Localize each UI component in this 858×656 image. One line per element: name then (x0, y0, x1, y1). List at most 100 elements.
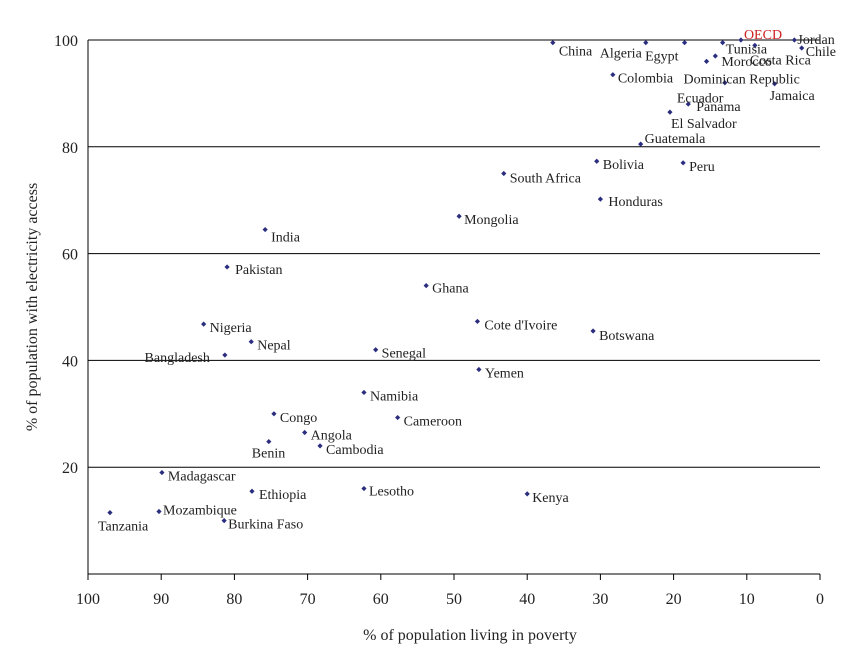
point-label: Lesotho (369, 485, 414, 500)
point-label: OECD (744, 28, 782, 43)
y-tick-label: 100 (54, 33, 78, 50)
data-point (791, 37, 797, 43)
point-label: Tunisia (726, 43, 768, 58)
point-label: Nigeria (210, 321, 253, 336)
point-label: Colombia (618, 72, 674, 87)
data-point (224, 264, 230, 270)
data-point (712, 53, 718, 59)
point-label: Congo (280, 411, 317, 426)
y-tick-label: 60 (62, 247, 78, 264)
x-tick-label: 10 (739, 591, 755, 608)
data-point (201, 321, 207, 327)
data-point (597, 196, 603, 202)
x-tick-label: 40 (519, 591, 535, 608)
x-tick-label: 50 (446, 591, 462, 608)
data-point (524, 491, 530, 497)
x-tick-label: 0 (816, 591, 824, 608)
point-label: Cote d'Ivoire (484, 318, 557, 333)
point-label: India (271, 231, 301, 246)
point-label: Ethiopia (259, 488, 307, 503)
point-label: Senegal (382, 347, 426, 362)
data-point (221, 518, 227, 524)
data-point (550, 40, 556, 46)
data-point (266, 438, 272, 445)
x-tick-label: 80 (226, 591, 242, 608)
data-point (772, 81, 778, 87)
data-point (361, 389, 367, 396)
data-point (317, 443, 323, 449)
data-point (685, 101, 691, 107)
data-point (456, 213, 462, 219)
x-tick-labels: 100 90 80 70 60 50 40 30 20 10 0 (76, 591, 824, 608)
x-tick-label: 20 (666, 591, 682, 608)
point-label: Namibia (370, 389, 419, 404)
data-point (667, 109, 673, 115)
data-point (681, 40, 688, 46)
point-label: Chile (806, 45, 836, 60)
x-axis-label: % of population living in poverty (363, 627, 577, 644)
point-label: Guatemala (645, 132, 706, 147)
point-label: Ecuador (677, 92, 724, 107)
point-label: Jamaica (770, 89, 816, 104)
point-label: Botswana (599, 329, 655, 344)
y-tick-label: 20 (62, 460, 78, 477)
data-point (373, 347, 379, 353)
data-point (501, 170, 507, 177)
x-tick-label: 100 (76, 591, 100, 608)
data-point (395, 414, 401, 421)
point-label: Pakistan (235, 263, 282, 278)
point-label: Cameroon (404, 415, 462, 430)
data-point (722, 80, 728, 86)
data-point (638, 141, 644, 147)
data-point (720, 40, 726, 46)
point-label: Cambodia (326, 443, 384, 458)
point-label: Morocco (721, 55, 772, 70)
point-label: South Africa (510, 172, 582, 187)
data-point (752, 42, 758, 48)
x-tick-label: 70 (300, 591, 316, 608)
data-point (680, 160, 686, 166)
point-label: Bangladesh (145, 351, 210, 366)
x-tick-label: 60 (373, 591, 389, 608)
point-label: Egypt (645, 50, 679, 65)
data-point (271, 411, 277, 417)
y-tick-labels: 20 40 60 80 100 (54, 33, 78, 477)
data-point (302, 429, 308, 436)
point-label: Madagascar (168, 470, 236, 485)
x-tick-label: 90 (153, 591, 169, 608)
data-point (156, 508, 162, 515)
data-point (738, 37, 744, 43)
y-axis-label: % of population with electricity access (24, 183, 41, 431)
point-label: Peru (689, 160, 715, 175)
data-point (248, 339, 254, 345)
y-tick-label: 40 (62, 353, 78, 370)
data-point (107, 509, 113, 516)
grid-lines (88, 39, 820, 468)
point-label: Angola (311, 428, 353, 443)
point-label: Bolivia (603, 158, 645, 173)
data-point (474, 318, 481, 325)
axes (87, 40, 821, 580)
point-label: Algeria (600, 47, 643, 62)
point-label: Benin (252, 447, 285, 462)
point-label: Tanzania (98, 520, 149, 535)
point-label: Ghana (432, 282, 469, 297)
data-point (262, 226, 268, 233)
point-label: El Salvador (671, 117, 737, 132)
data-point (590, 328, 596, 334)
point-label: China (559, 45, 593, 60)
point-label: Yemen (485, 366, 524, 381)
data-point (476, 366, 482, 373)
data-point (222, 352, 228, 358)
data-point (643, 40, 649, 46)
point-label: Costa Rica (750, 53, 812, 68)
data-point (361, 485, 367, 492)
point-label: Mozambique (163, 504, 237, 519)
data-points (107, 37, 805, 524)
data-point (594, 158, 600, 164)
point-label: Nepal (257, 339, 291, 354)
point-label: Burkina Faso (228, 518, 303, 533)
point-label: Kenya (532, 491, 569, 506)
